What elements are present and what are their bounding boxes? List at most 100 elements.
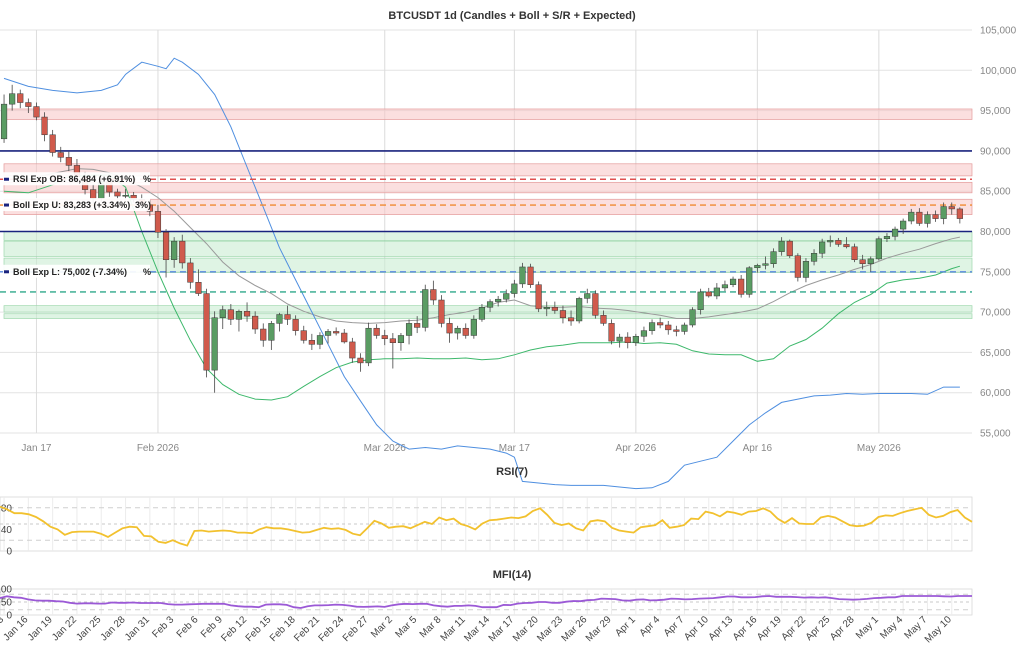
price-y-tick-label: 55,000 — [980, 429, 1011, 440]
candle-body — [90, 189, 97, 199]
price-y-tick-label: 105,000 — [980, 26, 1017, 37]
candle — [592, 290, 599, 319]
candle — [689, 307, 696, 328]
price-x-tick-label: Mar 17 — [499, 443, 531, 454]
candle-body — [349, 341, 356, 359]
candle-body — [721, 284, 729, 289]
candle-body — [438, 299, 445, 324]
candle-body — [503, 293, 510, 300]
price-y-tick-label: 65,000 — [980, 348, 1011, 359]
candle — [948, 202, 955, 215]
expected-annotation: Boll Exp U: 83,283 (+3.34%) 3%) — [3, 198, 151, 212]
candle — [624, 332, 631, 349]
date-tick-label: Feb 21 — [292, 614, 322, 644]
date-tick-label: Jan 25 — [74, 614, 103, 643]
candle-body — [478, 307, 486, 320]
candle — [810, 249, 818, 266]
candle — [819, 238, 826, 259]
candle — [114, 188, 121, 200]
candle-body — [891, 228, 899, 237]
candle — [738, 275, 745, 298]
candle — [446, 317, 453, 343]
candle — [567, 310, 575, 326]
candle — [519, 262, 526, 288]
candle-body — [900, 220, 907, 230]
candle-body — [446, 323, 453, 334]
candle — [705, 287, 712, 298]
candle-body — [333, 331, 340, 334]
candle — [786, 239, 793, 259]
price-y-tick-label: 70,000 — [980, 308, 1011, 319]
candle-body — [689, 309, 696, 326]
candle — [648, 319, 656, 335]
candle-body — [405, 323, 413, 336]
candle-body — [373, 327, 380, 336]
candle-body — [211, 317, 218, 371]
candle-body — [843, 244, 850, 248]
candle — [41, 112, 48, 142]
candle — [25, 98, 32, 114]
candle — [0, 94, 8, 143]
candle — [57, 146, 64, 163]
support-zone — [3, 231, 973, 241]
candle-body — [697, 291, 704, 310]
candle-body — [543, 307, 550, 310]
candle-body — [316, 335, 324, 345]
candle — [316, 332, 324, 350]
candle — [608, 319, 615, 345]
candle — [235, 309, 243, 332]
annotation-box — [3, 172, 150, 186]
bollinger-upper-line — [3, 57, 960, 490]
candle-body — [665, 324, 672, 331]
candle-body — [365, 327, 372, 364]
candle-body — [786, 240, 793, 256]
candle — [956, 207, 963, 224]
candle-body — [219, 309, 226, 318]
candle — [713, 283, 720, 300]
candle-body — [122, 194, 129, 197]
price-chart-title: BTCUSDT 1d (Candles + Boll + S/R + Expec… — [388, 10, 636, 22]
date-tick-label: Feb 6 — [175, 614, 201, 640]
candle-body — [713, 287, 720, 297]
candle-body — [624, 336, 631, 343]
candle — [162, 229, 170, 278]
date-tick-label: Feb 27 — [341, 614, 371, 644]
annotation-marker — [4, 270, 9, 274]
candle — [292, 315, 299, 336]
candle — [462, 323, 469, 339]
candle — [324, 329, 332, 344]
candle — [333, 327, 340, 336]
candle-body — [454, 327, 461, 334]
candle-body — [519, 266, 526, 285]
candle — [276, 312, 283, 332]
candle-body — [308, 340, 315, 345]
candle-body — [754, 265, 761, 269]
candle-body — [535, 284, 542, 310]
candle — [835, 237, 842, 247]
candle — [227, 304, 234, 325]
candle-body — [324, 331, 332, 336]
rsi-chart-title: RSI(7) — [496, 466, 528, 478]
candle-body — [470, 319, 477, 336]
candle-body — [252, 315, 259, 330]
candle — [33, 102, 40, 121]
candle — [49, 129, 56, 157]
candle — [916, 208, 923, 226]
candle — [9, 84, 16, 111]
candle — [397, 333, 405, 351]
candle — [122, 188, 129, 200]
candle — [203, 288, 210, 378]
candle — [632, 333, 639, 346]
candle-body — [486, 301, 494, 308]
candle-body — [33, 106, 40, 118]
rsi-line — [0, 505, 973, 547]
date-tick-label: Apr 28 — [828, 614, 857, 643]
date-tick-label: Feb 18 — [268, 614, 298, 644]
expected-annotation: RSI Exp OB: 86,484 (+6.91%)% — [3, 172, 151, 186]
candle — [349, 337, 356, 363]
date-tick-label: Mar 20 — [511, 614, 541, 644]
candle-body — [341, 332, 348, 343]
candle — [559, 305, 567, 324]
date-tick-label: Mar 17 — [487, 614, 517, 644]
date-tick-label: May 4 — [878, 614, 905, 641]
